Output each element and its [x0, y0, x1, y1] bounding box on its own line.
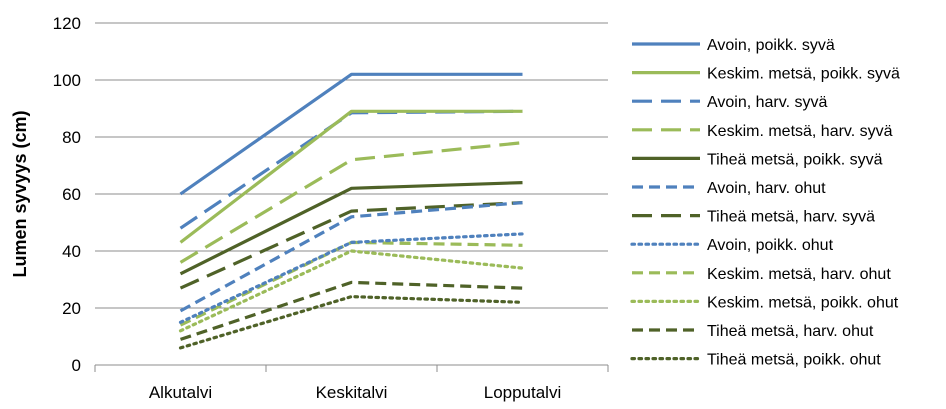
legend-label-1: Avoin, poikk. syvä — [707, 37, 835, 54]
series-line-7 — [179, 201, 523, 290]
y-tick-label: 20 — [62, 299, 81, 318]
legend-label-9: Keskim. metsä, harv. ohut — [707, 266, 891, 283]
y-tick-label: 100 — [53, 71, 81, 90]
series-line-12 — [178, 295, 525, 350]
legend-label-10: Keskim. metsä, poikk. ohut — [707, 294, 899, 311]
gridlines — [95, 22, 608, 309]
y-tick-label: 60 — [62, 185, 81, 204]
series-line-1 — [179, 72, 523, 196]
series-line-6 — [179, 201, 523, 313]
x-tick-label-alkutalvi: Alkutalvi — [149, 383, 212, 402]
legend-label-2: Keskim. metsä, poikk. syvä — [707, 66, 900, 83]
y-tick-label: 120 — [53, 14, 81, 33]
series-lines — [178, 72, 525, 350]
legend: Avoin, poikk. syvä Keskim. metsä, poikk. … — [630, 37, 900, 369]
x-tick-label-keskitalvi: Keskitalvi — [316, 383, 388, 402]
series-line-10 — [178, 249, 525, 333]
series-line-2 — [179, 109, 523, 244]
series-line-4 — [179, 141, 523, 264]
axes: 0 20 40 60 80 100 120 Alkutalvi Keskitalvi Lopput… — [53, 14, 609, 402]
legend-label-11: Tiheä metsä, harv. ohut — [707, 323, 874, 340]
legend-label-5: Tiheä metsä, poikk. syvä — [707, 151, 883, 168]
legend-label-4: Keskim. metsä, harv. syvä — [707, 123, 893, 140]
y-tick-label: 80 — [62, 128, 81, 147]
y-axis-title: Lumen syvyys (cm) — [10, 110, 30, 277]
legend-label-12: Tiheä metsä, poikk. ohut — [707, 352, 881, 369]
y-tick-label: 40 — [62, 242, 81, 261]
x-tick-label-lopputalvi: Lopputalvi — [484, 383, 562, 402]
y-tick-label: 0 — [72, 356, 81, 375]
series-line-11 — [179, 280, 523, 341]
legend-label-3: Avoin, harv. syvä — [707, 94, 827, 111]
legend-label-6: Avoin, harv. ohut — [707, 180, 826, 197]
series-line-8 — [178, 232, 525, 324]
series-line-5 — [179, 181, 523, 276]
legend-label-7: Tiheä metsä, harv. syvä — [707, 209, 875, 226]
legend-label-8: Avoin, poikk. ohut — [707, 237, 834, 254]
